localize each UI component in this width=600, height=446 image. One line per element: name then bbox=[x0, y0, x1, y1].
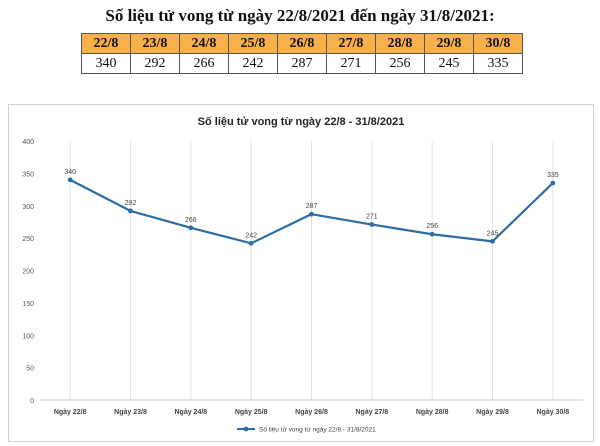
y-tick-label: 300 bbox=[22, 204, 34, 211]
table-value-cell: 271 bbox=[326, 53, 376, 74]
data-label: 335 bbox=[547, 172, 559, 179]
y-tick-label: 100 bbox=[22, 333, 34, 340]
y-tick-label: 0 bbox=[30, 398, 34, 405]
table-value-cell: 266 bbox=[179, 53, 229, 74]
data-label: 287 bbox=[306, 203, 318, 210]
x-tick-label: Ngày 28/8 bbox=[416, 409, 449, 416]
summary-table-header-row: 22/8 23/8 24/8 25/8 26/8 27/8 28/8 29/8 30/8 bbox=[81, 33, 523, 54]
data-point bbox=[188, 225, 194, 231]
data-label: 242 bbox=[245, 232, 257, 239]
data-point bbox=[429, 231, 435, 237]
legend-marker bbox=[243, 426, 249, 432]
y-tick-label: 400 bbox=[22, 139, 34, 146]
table-value-cell: 292 bbox=[130, 53, 180, 74]
data-point bbox=[128, 208, 133, 214]
table-date-cell: 29/8 bbox=[424, 33, 474, 54]
y-tick-label: 250 bbox=[22, 236, 34, 243]
y-tick-label: 200 bbox=[22, 269, 34, 276]
data-point bbox=[309, 211, 314, 217]
x-tick-label: Ngày 27/8 bbox=[355, 409, 388, 416]
x-tick-label: Ngày 23/8 bbox=[114, 409, 147, 416]
x-tick-label: Ngày 24/8 bbox=[174, 409, 207, 416]
data-point bbox=[248, 240, 254, 246]
y-tick-label: 350 bbox=[22, 171, 34, 178]
chart-container: Số liệu tử vong từ ngày 22/8 - 31/8/2021… bbox=[8, 104, 594, 442]
legend-label: Số liệu tử vong từ ngày 22/8 - 31/8/2021 bbox=[259, 425, 376, 434]
x-tick-label: Ngày 30/8 bbox=[536, 409, 569, 416]
chart-series: 340 292 266 242 287 271 256 245 335 bbox=[64, 169, 559, 246]
table-value-cell: 335 bbox=[473, 53, 523, 74]
table-value-cell: 340 bbox=[81, 53, 131, 74]
data-label: 266 bbox=[185, 217, 197, 224]
table-date-cell: 25/8 bbox=[228, 33, 278, 54]
table-date-cell: 27/8 bbox=[326, 33, 376, 54]
summary-table: 22/8 23/8 24/8 25/8 26/8 27/8 28/8 29/8 30/8 340… bbox=[81, 33, 523, 74]
x-axis: Ngày 22/8 Ngày 23/8 Ngày 24/8 Ngày 25/8 Ngày… bbox=[54, 409, 569, 416]
table-value-cell: 245 bbox=[424, 53, 474, 74]
chart-grid bbox=[40, 141, 583, 401]
table-date-cell: 26/8 bbox=[277, 33, 327, 54]
y-tick-label: 50 bbox=[26, 366, 34, 373]
page-heading: Số liệu tử vong từ ngày 22/8/2021 đến ng… bbox=[105, 6, 495, 25]
chart-legend: Số liệu tử vong từ ngày 22/8 - 31/8/2021 bbox=[237, 425, 376, 434]
table-date-cell: 28/8 bbox=[375, 33, 425, 54]
table-date-cell: 22/8 bbox=[81, 33, 131, 54]
line-chart: Số liệu tử vong từ ngày 22/8 - 31/8/2021… bbox=[22, 116, 583, 434]
data-point bbox=[490, 238, 495, 244]
data-label: 292 bbox=[125, 200, 137, 207]
x-tick-label: Ngày 26/8 bbox=[295, 409, 328, 416]
table-value-cell: 242 bbox=[228, 53, 278, 74]
y-tick-label: 150 bbox=[22, 301, 34, 308]
data-point bbox=[369, 222, 375, 227]
table-value-cell: 287 bbox=[277, 53, 327, 74]
data-point bbox=[550, 180, 556, 186]
data-label: 256 bbox=[426, 223, 438, 230]
x-tick-label: Ngày 22/8 bbox=[54, 409, 87, 416]
data-label: 271 bbox=[366, 214, 378, 221]
table-value-cell: 256 bbox=[375, 53, 425, 74]
table-date-cell: 23/8 bbox=[130, 33, 180, 54]
x-tick-label: Ngày 29/8 bbox=[476, 409, 509, 416]
x-tick-label: Ngày 25/8 bbox=[235, 409, 268, 416]
summary-table-value-row: 340 292 266 242 287 271 256 245 335 bbox=[81, 53, 523, 74]
data-label: 245 bbox=[487, 230, 499, 237]
chart-title: Số liệu tử vong từ ngày 22/8 - 31/8/2021 bbox=[198, 116, 405, 128]
data-point bbox=[67, 177, 73, 183]
table-date-cell: 24/8 bbox=[179, 33, 229, 54]
y-axis: 0 50 100 150 200 250 300 350 400 bbox=[22, 139, 34, 405]
data-label: 340 bbox=[64, 169, 76, 176]
table-date-cell: 30/8 bbox=[473, 33, 523, 54]
